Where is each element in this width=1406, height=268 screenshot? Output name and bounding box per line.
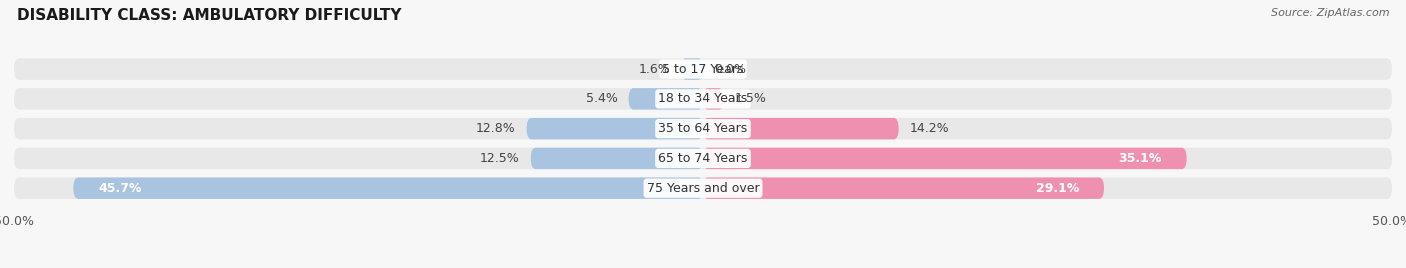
Text: 29.1%: 29.1% <box>1036 182 1080 195</box>
FancyBboxPatch shape <box>531 148 703 169</box>
FancyBboxPatch shape <box>527 118 703 139</box>
Text: 0.0%: 0.0% <box>714 63 747 76</box>
FancyBboxPatch shape <box>14 118 1392 139</box>
Text: 1.5%: 1.5% <box>735 92 766 105</box>
Text: 45.7%: 45.7% <box>98 182 142 195</box>
Text: Source: ZipAtlas.com: Source: ZipAtlas.com <box>1271 8 1389 18</box>
Text: 14.2%: 14.2% <box>910 122 949 135</box>
Text: DISABILITY CLASS: AMBULATORY DIFFICULTY: DISABILITY CLASS: AMBULATORY DIFFICULTY <box>17 8 401 23</box>
FancyBboxPatch shape <box>703 177 1104 199</box>
Text: 35 to 64 Years: 35 to 64 Years <box>658 122 748 135</box>
Text: 12.5%: 12.5% <box>479 152 520 165</box>
FancyBboxPatch shape <box>14 148 1392 169</box>
FancyBboxPatch shape <box>681 58 703 80</box>
Text: 12.8%: 12.8% <box>475 122 516 135</box>
FancyBboxPatch shape <box>14 88 1392 110</box>
FancyBboxPatch shape <box>703 118 898 139</box>
FancyBboxPatch shape <box>628 88 703 110</box>
FancyBboxPatch shape <box>703 148 1187 169</box>
Text: 35.1%: 35.1% <box>1118 152 1161 165</box>
Text: 5.4%: 5.4% <box>586 92 617 105</box>
Text: 75 Years and over: 75 Years and over <box>647 182 759 195</box>
FancyBboxPatch shape <box>14 177 1392 199</box>
FancyBboxPatch shape <box>14 58 1392 80</box>
FancyBboxPatch shape <box>703 88 724 110</box>
Text: 1.6%: 1.6% <box>638 63 669 76</box>
Text: 65 to 74 Years: 65 to 74 Years <box>658 152 748 165</box>
FancyBboxPatch shape <box>73 177 703 199</box>
Text: 5 to 17 Years: 5 to 17 Years <box>662 63 744 76</box>
Text: 18 to 34 Years: 18 to 34 Years <box>658 92 748 105</box>
